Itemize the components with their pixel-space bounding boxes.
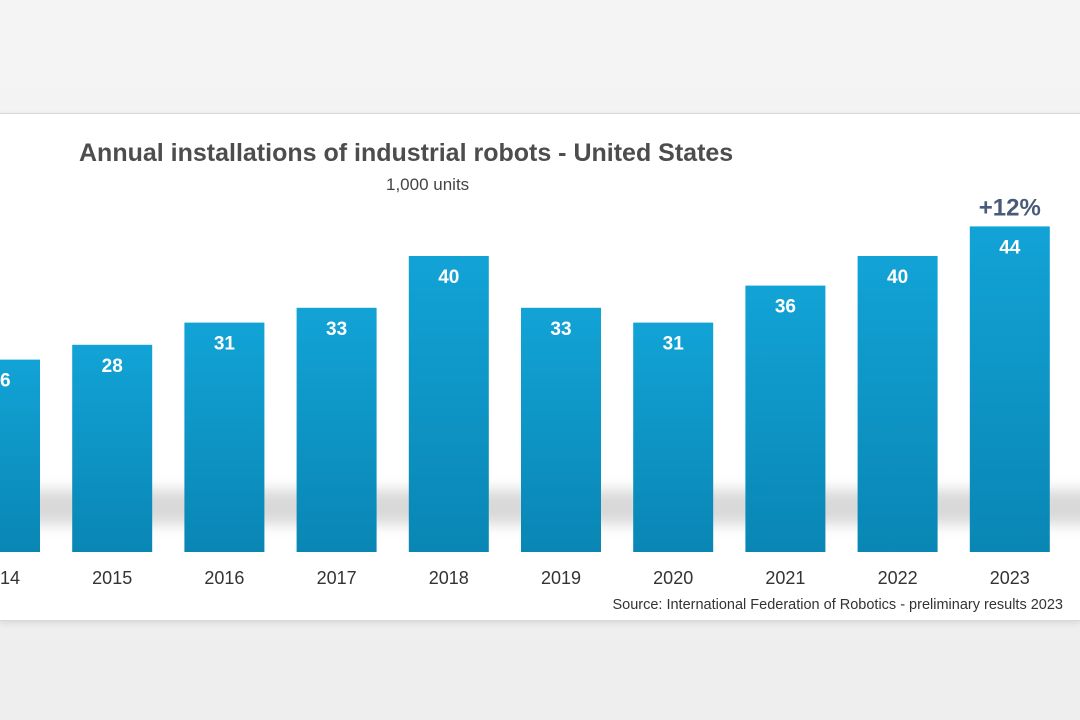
data-label-2023: 44 xyxy=(999,237,1021,258)
data-labels: 26 28 31 33 40 33 31 36 40 44 xyxy=(0,237,1021,391)
data-label-2015: 28 xyxy=(102,356,123,377)
tick-label-2022: 2022 xyxy=(878,568,918,588)
bar-2019 xyxy=(521,307,601,552)
tick-label-2016: 2016 xyxy=(204,568,244,588)
bar-2020 xyxy=(633,322,714,552)
bar-2021 xyxy=(745,285,826,552)
tick-label-2019: 2019 xyxy=(541,568,581,588)
bar-2016 xyxy=(184,322,265,552)
data-label-2018: 40 xyxy=(438,267,459,288)
data-label-2016: 31 xyxy=(214,334,236,355)
tick-label-2017: 2017 xyxy=(317,568,357,588)
tick-label-2015: 2015 xyxy=(92,568,132,588)
bar-chart: Annual installations of industrial robot… xyxy=(0,139,1080,613)
chart-subtitle: 1,000 units xyxy=(386,175,469,194)
data-label-2017: 33 xyxy=(326,319,347,340)
x-axis-ticks: 2014 2015 2016 2017 2018 2019 2020 2021 2022 2023 xyxy=(0,568,1030,588)
bar-2017 xyxy=(296,307,377,552)
bar-2015 xyxy=(72,344,153,552)
data-label-2020: 31 xyxy=(663,334,685,355)
source-note: Source: International Federation of Robo… xyxy=(612,597,1063,613)
chart-panel: Annual installations of industrial robot… xyxy=(0,113,1080,621)
bar-2018 xyxy=(408,256,489,552)
tick-label-2020: 2020 xyxy=(653,568,693,588)
chart-title: Annual installations of industrial robot… xyxy=(79,139,733,167)
tick-label-2023: 2023 xyxy=(990,568,1030,588)
growth-annotation: +12% xyxy=(979,194,1041,221)
data-label-2019: 33 xyxy=(550,319,571,340)
tick-label-2018: 2018 xyxy=(429,568,469,588)
tick-label-2021: 2021 xyxy=(765,568,805,588)
bars xyxy=(0,226,1050,552)
bar-2014 xyxy=(0,359,40,552)
bar-2023 xyxy=(969,226,1050,552)
data-label-2022: 40 xyxy=(887,267,908,288)
tick-label-2014: 2014 xyxy=(0,568,20,588)
data-label-2014: 26 xyxy=(0,371,11,392)
bar-2022 xyxy=(857,256,938,552)
data-label-2021: 36 xyxy=(775,297,796,318)
